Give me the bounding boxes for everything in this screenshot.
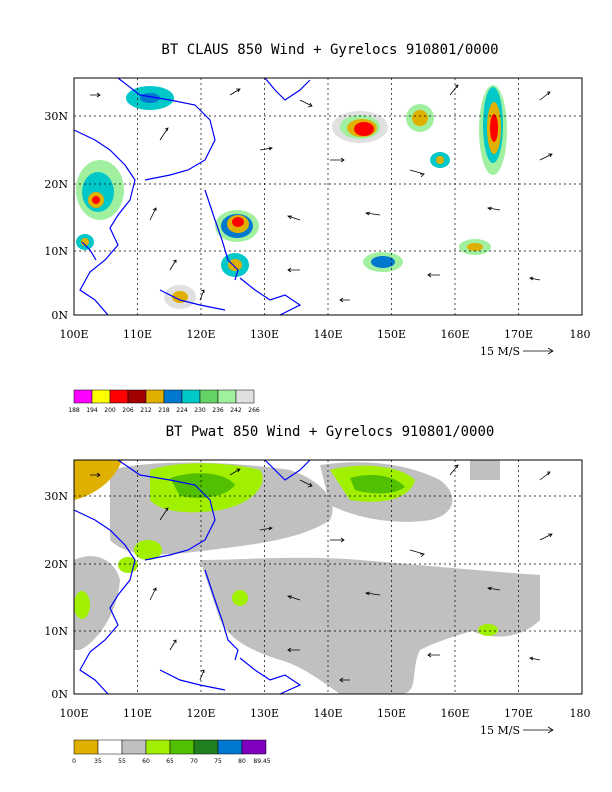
bottom-lat-label: 20N — [44, 558, 68, 571]
top-lat-label: 10N — [44, 245, 68, 258]
bottom-colorbar-swatch — [97, 739, 123, 755]
bottom-colorbar-label: 35 — [94, 758, 102, 765]
top-lat-axis: 0N 10N 20N 30N — [44, 110, 68, 322]
bottom-colorbar-swatch — [169, 739, 195, 755]
top-lon-label: 110E — [123, 328, 152, 341]
bottom-lon-label: 100E — [59, 707, 88, 720]
bottom-colorbar-swatch — [193, 739, 219, 755]
bottom-colorbar-swatch — [217, 739, 243, 755]
bottom-panel: BT Pwat 850 Wind + Gyrelocs 910801/0000 — [44, 424, 590, 765]
bottom-vector-scale: 15 M/S — [480, 724, 554, 737]
bottom-colorbar-label: 65 — [166, 758, 174, 765]
top-vector-scale-label: 15 M/S — [480, 345, 520, 358]
top-colorbar-swatch — [109, 389, 129, 404]
bottom-lon-label: 170E — [504, 707, 533, 720]
bottom-colorbar-swatch — [145, 739, 171, 755]
bottom-colorbar-swatch — [73, 739, 99, 755]
top-colorbar-label: 224 — [176, 407, 188, 414]
bottom-colorbar-label: 75 — [214, 758, 222, 765]
top-lon-label: 120E — [186, 328, 215, 341]
bottom-colorbar-label: 89.45 — [253, 758, 270, 765]
top-lat-label: 0N — [51, 309, 68, 322]
top-map-frame — [73, 77, 583, 316]
bottom-lon-label: 130E — [250, 707, 279, 720]
bottom-vector-scale-label: 15 M/S — [480, 724, 520, 737]
top-vector-scale: 15 M/S — [480, 345, 554, 358]
top-colorbar-label: 188 — [68, 407, 80, 414]
bottom-lat-label: 0N — [51, 688, 68, 701]
top-colorbar-swatch — [127, 389, 147, 404]
top-map-area — [73, 77, 583, 316]
top-lon-label: 160E — [440, 328, 469, 341]
bottom-lat-axis: 0N 10N 20N 30N — [44, 490, 68, 701]
bottom-lon-label: 150E — [377, 707, 406, 720]
bottom-panel-title: BT Pwat 850 Wind + Gyrelocs 910801/0000 — [166, 424, 495, 440]
top-colorbar: 188 194 200 206 212 218 224 230 236 242 … — [68, 389, 260, 414]
top-colorbar-label: 266 — [248, 407, 260, 414]
top-lat-label: 20N — [44, 178, 68, 191]
top-lat-label: 30N — [44, 110, 68, 123]
bottom-colorbar-label: 55 — [118, 758, 126, 765]
top-panel-title: BT CLAUS 850 Wind + Gyrelocs 910801/0000 — [161, 42, 498, 58]
top-colorbar-label: 230 — [194, 407, 206, 414]
top-colorbar-label: 200 — [104, 407, 116, 414]
top-colorbar-swatch — [145, 389, 165, 404]
top-lon-label: 100E — [59, 328, 88, 341]
top-colorbar-swatch — [91, 389, 111, 404]
bottom-lon-label: 160E — [440, 707, 469, 720]
bottom-lon-label: 110E — [123, 707, 152, 720]
top-colorbar-swatch — [73, 389, 93, 404]
bottom-colorbar: 0 35 55 60 65 70 75 80 89.45 — [72, 739, 271, 765]
bottom-lat-label: 10N — [44, 625, 68, 638]
top-colorbar-swatch — [163, 389, 183, 404]
bottom-lon-label: 140E — [313, 707, 342, 720]
top-lon-label: 180 — [570, 328, 591, 341]
bottom-lon-axis: 100E 110E 120E 130E 140E 150E 160E 170E … — [59, 707, 590, 720]
bottom-colorbar-swatch — [241, 739, 267, 755]
top-colorbar-swatch — [217, 389, 237, 404]
top-colorbar-label: 236 — [212, 407, 224, 414]
top-colorbar-label: 206 — [122, 407, 134, 414]
top-lon-label: 150E — [377, 328, 406, 341]
top-lon-label: 170E — [504, 328, 533, 341]
bottom-precipitable-water-shading — [74, 460, 540, 694]
bottom-lon-label: 180 — [570, 707, 591, 720]
bottom-colorbar-label: 70 — [190, 758, 198, 765]
top-colorbar-swatch — [235, 389, 255, 404]
top-panel: BT CLAUS 850 Wind + Gyrelocs 910801/0000 — [44, 42, 590, 414]
top-colorbar-label: 212 — [140, 407, 152, 414]
top-coastlines — [73, 77, 311, 316]
bottom-lon-label: 120E — [186, 707, 215, 720]
top-colorbar-label: 242 — [230, 407, 242, 414]
top-wind-vectors — [90, 84, 553, 303]
top-lon-axis: 100E 110E 120E 130E 140E 150E 160E 170E … — [59, 328, 590, 341]
top-colorbar-swatch — [181, 389, 201, 404]
bottom-colorbar-label: 0 — [72, 758, 76, 765]
bottom-coastlines — [73, 459, 311, 695]
top-brightness-temperature-shading — [76, 85, 507, 309]
bottom-colorbar-label: 60 — [142, 758, 150, 765]
bottom-wind-vectors — [90, 464, 553, 683]
top-colorbar-label: 194 — [86, 407, 98, 414]
bottom-colorbar-swatch — [121, 739, 147, 755]
bottom-map-frame — [73, 459, 583, 695]
top-lon-label: 140E — [313, 328, 342, 341]
bottom-map-area — [73, 459, 583, 695]
bottom-lat-label: 30N — [44, 490, 68, 503]
bottom-colorbar-label: 80 — [238, 758, 246, 765]
top-colorbar-label: 218 — [158, 407, 170, 414]
top-lon-label: 130E — [250, 328, 279, 341]
top-colorbar-swatch — [199, 389, 219, 404]
bottom-grid — [74, 460, 582, 694]
